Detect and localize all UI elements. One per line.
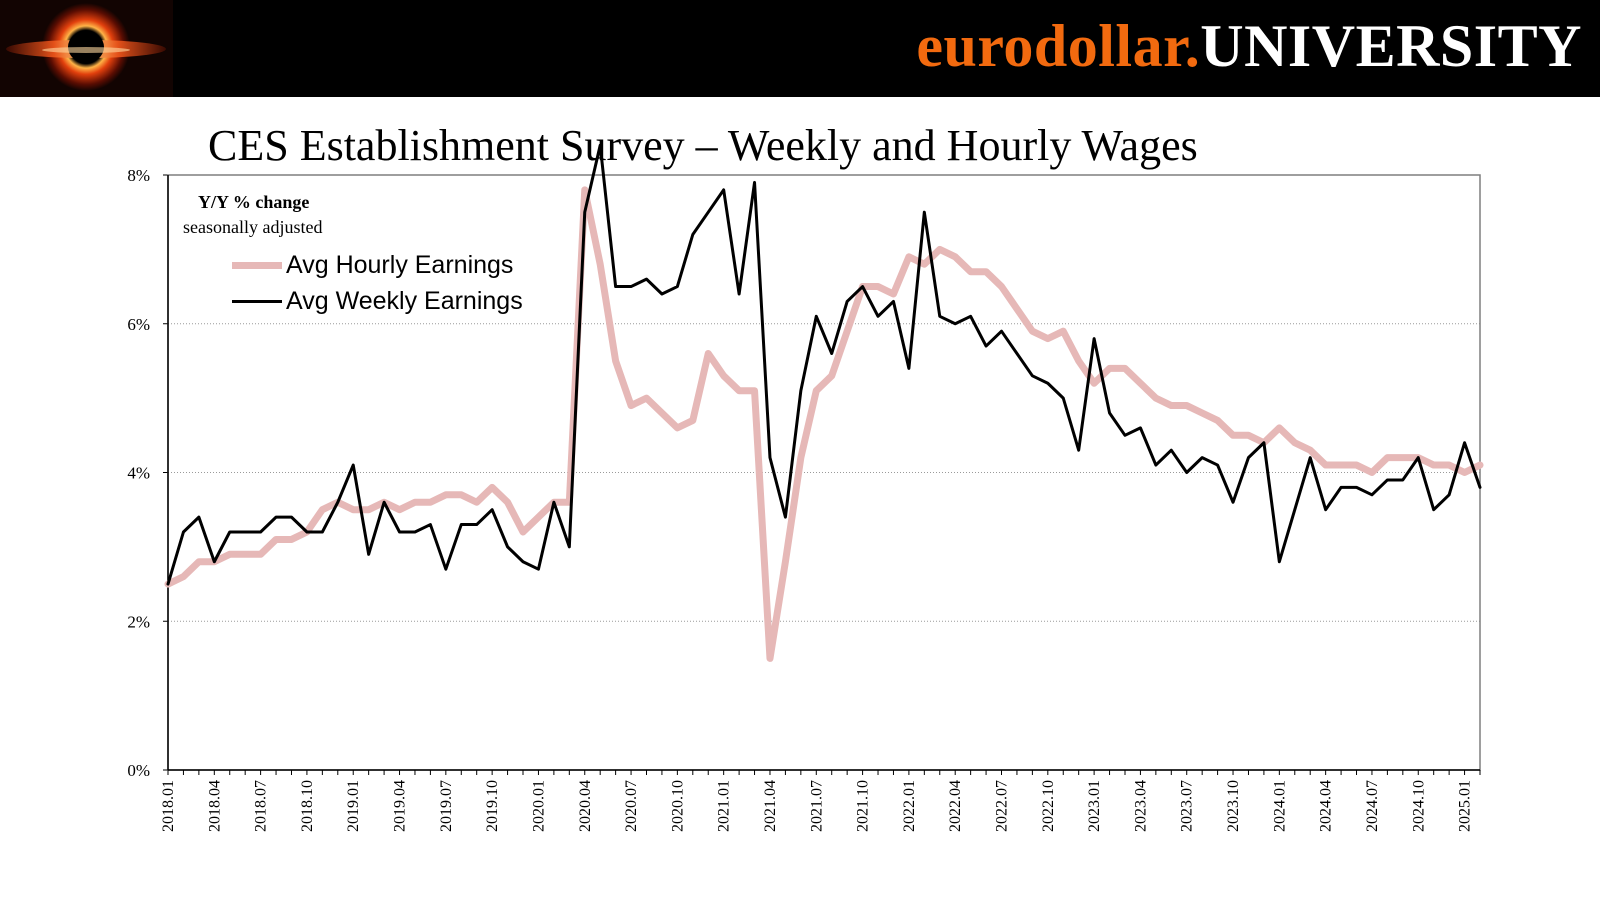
x-tick-label: 2025.01 bbox=[1457, 780, 1474, 832]
y-tick-label: 6% bbox=[127, 315, 150, 334]
brand-wordmark: eurodollar.UNIVERSITY bbox=[916, 8, 1582, 84]
y-tick-label: 2% bbox=[127, 612, 150, 631]
x-tick-label: 2019.04 bbox=[392, 780, 409, 832]
x-tick-label: 2019.10 bbox=[484, 780, 501, 832]
x-tick-label: 2020.01 bbox=[530, 780, 547, 832]
series-line-weekly bbox=[166, 143, 1482, 586]
x-tick-label: 2019.01 bbox=[345, 780, 362, 832]
x-tick-label: 2023.04 bbox=[1132, 780, 1149, 832]
header-banner: eurodollar.UNIVERSITY bbox=[0, 0, 1600, 97]
y-tick-label: 4% bbox=[127, 464, 150, 483]
x-tick-label: 2022.07 bbox=[994, 780, 1011, 832]
series-line-hourly bbox=[164, 186, 1484, 662]
x-tick-label: 2019.07 bbox=[438, 780, 455, 832]
x-tick-label: 2022.10 bbox=[1040, 780, 1057, 832]
y-tick-label: 8% bbox=[127, 166, 150, 185]
brand-part2: UNIVERSITY bbox=[1200, 13, 1582, 79]
x-tick-label: 2018.07 bbox=[253, 780, 270, 832]
brand-part1: eurodollar. bbox=[916, 13, 1201, 79]
x-tick-label: 2020.07 bbox=[623, 780, 640, 832]
x-tick-label: 2018.10 bbox=[299, 780, 316, 832]
x-tick-label: 2023.01 bbox=[1086, 780, 1103, 832]
x-tick-label: 2024.01 bbox=[1271, 780, 1288, 832]
x-tick-label: 2020.04 bbox=[577, 780, 594, 832]
x-tick-label: 2018.01 bbox=[160, 780, 177, 832]
legend-label-hourly: Avg Hourly Earnings bbox=[286, 250, 514, 279]
x-tick-label: 2021.01 bbox=[716, 780, 733, 832]
chart-annotation: seasonally adjusted bbox=[183, 217, 323, 237]
legend-label-weekly: Avg Weekly Earnings bbox=[286, 286, 523, 315]
legend-item-weekly: Avg Weekly Earnings bbox=[232, 286, 523, 316]
x-tick-label: 2024.07 bbox=[1364, 780, 1381, 832]
x-tick-label: 2021.04 bbox=[762, 780, 779, 832]
x-tick-label: 2020.10 bbox=[669, 780, 686, 832]
x-tick-label: 2021.10 bbox=[855, 780, 872, 832]
x-tick-label: 2023.10 bbox=[1225, 780, 1242, 832]
x-tick-label: 2024.10 bbox=[1410, 780, 1427, 832]
x-tick-label: 2022.01 bbox=[901, 780, 918, 832]
chart-title: CES Establishment Survey – Weekly and Ho… bbox=[208, 121, 1198, 170]
legend-swatch-weekly bbox=[232, 299, 282, 303]
y-tick-label: 0% bbox=[127, 761, 150, 780]
logo bbox=[0, 0, 173, 97]
x-tick-label: 2023.07 bbox=[1179, 780, 1196, 832]
x-tick-label: 2018.04 bbox=[206, 780, 223, 832]
x-tick-label: 2021.07 bbox=[808, 780, 825, 832]
legend-swatch-hourly bbox=[232, 261, 282, 269]
black-hole-icon bbox=[6, 3, 166, 91]
chart-annotation-bold: Y/Y % change bbox=[198, 192, 310, 212]
legend-item-hourly: Avg Hourly Earnings bbox=[232, 250, 513, 280]
x-tick-label: 2024.04 bbox=[1318, 780, 1335, 832]
x-tick-label: 2022.04 bbox=[947, 780, 964, 832]
